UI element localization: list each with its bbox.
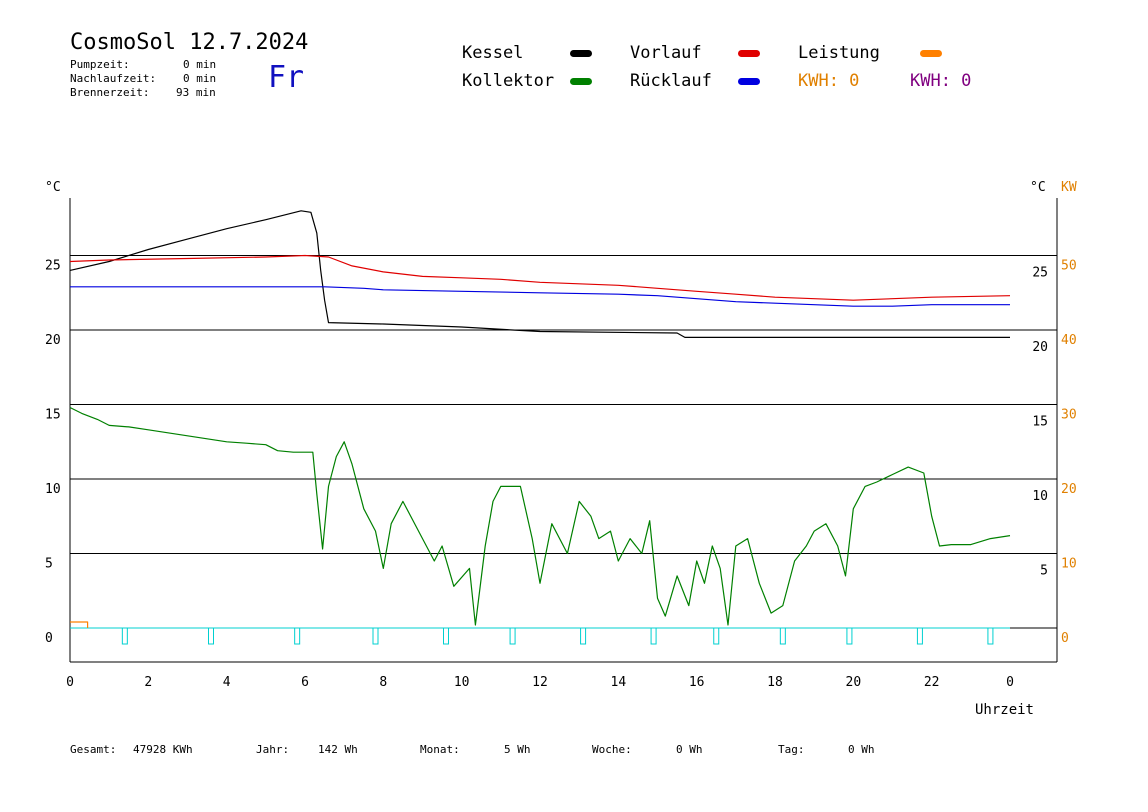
- y-left-tick-label: 15: [45, 408, 61, 423]
- pump-marker: [294, 627, 301, 645]
- legend-ruecklauf-label: Rücklauf: [630, 71, 712, 91]
- legend-leistung-label: Leistung: [798, 43, 880, 63]
- series-line-leistung: [70, 621, 89, 628]
- stat-brennerzeit-value: 93 min: [176, 86, 216, 99]
- legend-vorlauf-label: Vorlauf: [630, 43, 702, 63]
- chart-title: CosmoSol 12.7.2024: [70, 30, 309, 55]
- stat-brennerzeit-label: Brennerzeit:: [70, 86, 150, 99]
- footer-woche-label: Woche:: [592, 743, 632, 756]
- stat-pumpzeit-value: 0 min: [183, 58, 217, 71]
- y-right2-tick-label: 30: [1061, 408, 1077, 423]
- x-tick-label: 14: [611, 675, 627, 690]
- y-right2-tick-label: 40: [1061, 333, 1077, 348]
- series-line-kollektor: [69, 406, 1011, 626]
- y-left-tick-label: 20: [45, 333, 61, 348]
- kwh-purple-label: KWH: 0: [910, 71, 972, 91]
- y-right-tick-label: 25: [1032, 266, 1048, 281]
- legend-kollektor-swatch: [570, 78, 592, 85]
- footer-monat-label: Monat:: [420, 743, 460, 756]
- footer-woche-value: 0 Wh: [676, 743, 703, 756]
- y-right2-tick-label: 50: [1061, 259, 1077, 274]
- footer-gesamt-label: Gesamt:: [70, 743, 117, 756]
- x-tick-label: 20: [846, 675, 862, 690]
- y-left-unit: °C: [45, 180, 61, 195]
- y-right2-tick-label: 20: [1061, 482, 1077, 497]
- series-line-vorlauf: [69, 254, 1011, 301]
- pump-marker: [650, 627, 657, 645]
- y-right-unit: °C: [1030, 180, 1046, 195]
- x-tick-label: 4: [223, 675, 231, 690]
- x-tick-label: 10: [454, 675, 470, 690]
- pump-marker: [713, 627, 720, 645]
- y-left-tick-label: 25: [45, 259, 61, 274]
- x-tick-label: 0: [66, 675, 74, 690]
- x-tick-label: 0: [1006, 675, 1014, 690]
- y-right-tick-label: 15: [1032, 415, 1048, 430]
- legend-vorlauf-swatch: [738, 50, 760, 57]
- pump-marker: [916, 627, 923, 645]
- footer-monat-value: 5 Wh: [504, 743, 531, 756]
- pump-marker: [987, 627, 994, 645]
- x-axis-label: Uhrzeit: [975, 702, 1034, 718]
- stat-nachlaufzeit-value: 0 min: [183, 72, 217, 85]
- x-tick-label: 12: [532, 675, 548, 690]
- pump-marker: [779, 627, 786, 645]
- legend-leistung-swatch: [920, 50, 942, 57]
- series-line-kessel: [69, 210, 1010, 338]
- pump-marker: [580, 627, 587, 645]
- x-tick-label: 8: [379, 675, 387, 690]
- legend-kessel-swatch: [570, 50, 592, 57]
- y-right-tick-label: 20: [1032, 340, 1048, 355]
- footer-gesamt-value: 47928 KWh: [133, 743, 193, 756]
- kwh-orange-label: KWH: 0: [798, 71, 860, 91]
- y-left-tick-label: 0: [45, 631, 53, 646]
- legend-kessel-label: Kessel: [462, 43, 524, 63]
- y-right-tick-label: 5: [1040, 564, 1048, 579]
- pump-marker: [121, 627, 128, 645]
- legend-kollektor-label: Kollektor: [462, 71, 555, 91]
- x-tick-label: 2: [144, 675, 152, 690]
- y-right2-tick-label: 0: [1061, 631, 1069, 646]
- y-left-tick-label: 10: [45, 482, 61, 497]
- x-tick-label: 18: [767, 675, 783, 690]
- stat-pumpzeit-label: Pumpzeit:: [70, 58, 130, 71]
- footer-jahr-label: Jahr:: [256, 743, 290, 756]
- footer-tag-label: Tag:: [778, 743, 805, 756]
- footer-tag-value: 0 Wh: [848, 743, 875, 756]
- pump-marker: [208, 627, 214, 645]
- footer-jahr-value: 142 Wh: [318, 743, 358, 756]
- x-tick-label: 22: [924, 675, 940, 690]
- y-left-tick-label: 5: [45, 557, 53, 572]
- series-line-rcklauf: [70, 286, 1010, 307]
- y-right2-tick-label: 10: [1061, 557, 1077, 572]
- y-right2-unit: KW: [1061, 180, 1077, 195]
- weekday-label: Fr: [268, 60, 305, 95]
- x-tick-label: 6: [301, 675, 309, 690]
- pump-marker: [846, 627, 853, 645]
- legend-ruecklauf-swatch: [738, 78, 760, 85]
- pump-marker: [443, 627, 449, 645]
- x-tick-label: 16: [689, 675, 705, 690]
- y-right-tick-label: 10: [1032, 489, 1048, 504]
- pump-marker: [372, 627, 379, 645]
- stat-nachlaufzeit-label: Nachlaufzeit:: [70, 72, 157, 85]
- pump-marker: [509, 627, 516, 645]
